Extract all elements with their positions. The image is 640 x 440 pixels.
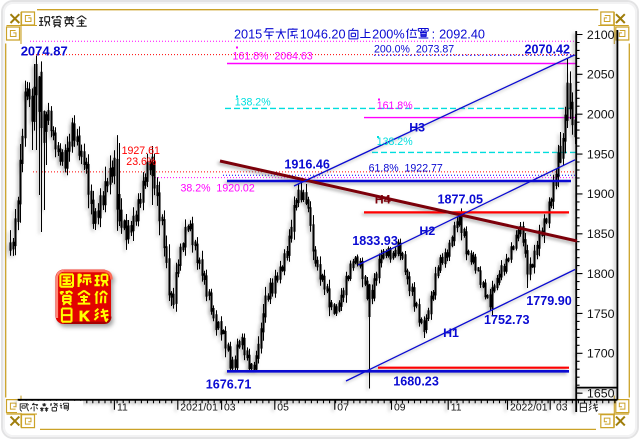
svg-text:2100: 2100 xyxy=(587,28,615,42)
svg-text:2070.42: 2070.42 xyxy=(525,42,571,56)
svg-text:K: K xyxy=(79,309,90,325)
svg-text:H2: H2 xyxy=(419,224,435,238)
svg-text:2050: 2050 xyxy=(587,68,615,82)
svg-text:138.2%: 138.2% xyxy=(377,136,414,148)
svg-text:1750: 1750 xyxy=(587,307,615,321)
svg-text:138.2%: 138.2% xyxy=(235,97,272,109)
svg-text:1752.73: 1752.73 xyxy=(484,313,530,327)
svg-text:1650: 1650 xyxy=(587,386,615,400)
svg-text:09: 09 xyxy=(394,403,406,414)
svg-text:H1: H1 xyxy=(443,326,459,340)
svg-text:1877.05: 1877.05 xyxy=(438,192,484,206)
svg-text::: : xyxy=(432,28,436,42)
svg-text:03: 03 xyxy=(224,403,236,414)
svg-text:161.8%: 161.8% xyxy=(377,100,414,112)
svg-text:11: 11 xyxy=(451,403,462,414)
svg-text:1916.46: 1916.46 xyxy=(284,158,330,172)
svg-text:1680.23: 1680.23 xyxy=(393,374,439,388)
svg-text:1779.90: 1779.90 xyxy=(526,294,572,308)
svg-text:161.8% 2064.63: 161.8% 2064.63 xyxy=(233,51,313,63)
svg-text:05: 05 xyxy=(277,403,289,414)
svg-text:1950: 1950 xyxy=(587,147,615,161)
svg-text:07: 07 xyxy=(337,403,349,414)
svg-text:2015: 2015 xyxy=(234,28,262,42)
svg-text:23.6%: 23.6% xyxy=(126,156,157,168)
svg-text:1700: 1700 xyxy=(587,347,615,361)
svg-text:03: 03 xyxy=(556,403,568,414)
svg-text:1833.93: 1833.93 xyxy=(352,234,398,248)
svg-text:2092.40: 2092.40 xyxy=(439,28,485,42)
svg-text:1927.61: 1927.61 xyxy=(122,145,160,157)
svg-text:11: 11 xyxy=(117,403,128,414)
svg-text:H4: H4 xyxy=(375,193,391,207)
svg-text:1900: 1900 xyxy=(587,187,615,201)
svg-text:2000: 2000 xyxy=(587,108,615,122)
svg-text:1850: 1850 xyxy=(587,227,615,241)
svg-text:38.2% 1920.02: 38.2% 1920.02 xyxy=(181,183,255,195)
svg-text:200.0% 2073.87: 200.0% 2073.87 xyxy=(374,44,454,56)
svg-text:2021/01: 2021/01 xyxy=(180,403,218,414)
svg-text:H3: H3 xyxy=(409,120,425,134)
svg-text:2074.87: 2074.87 xyxy=(21,43,68,58)
svg-text:1046.20: 1046.20 xyxy=(300,28,346,42)
svg-text:2022/01: 2022/01 xyxy=(510,403,548,414)
svg-text:61.8% 1922.77: 61.8% 1922.77 xyxy=(369,162,443,174)
svg-text:1800: 1800 xyxy=(587,267,615,281)
svg-text:200%: 200% xyxy=(372,28,404,42)
svg-text:1676.71: 1676.71 xyxy=(206,378,252,392)
